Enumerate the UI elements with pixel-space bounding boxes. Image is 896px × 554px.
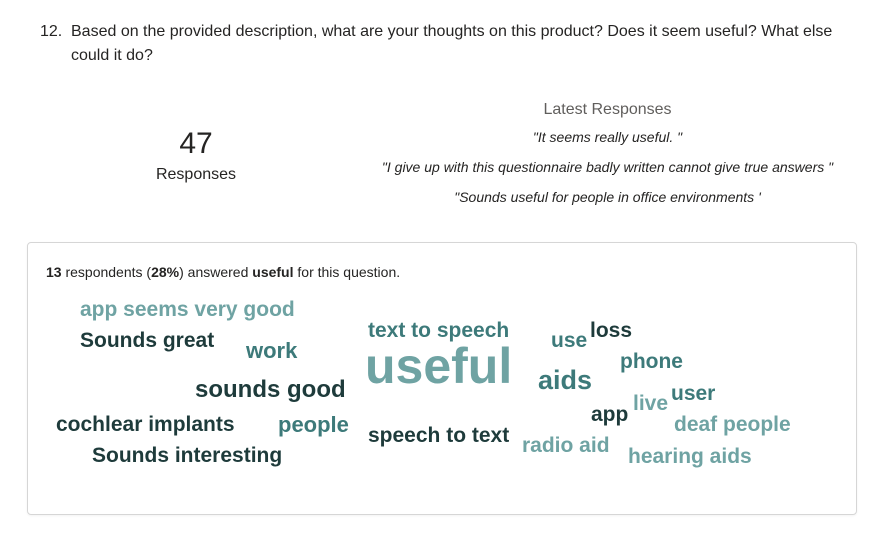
summary-keyword: useful [252, 264, 294, 280]
word-cloud-term[interactable]: speech to text [368, 424, 510, 447]
word-cloud-panel: 13 respondents (28%) answered useful for… [27, 242, 857, 515]
word-cloud-term[interactable]: useful [365, 338, 513, 394]
word-cloud-term[interactable]: use [551, 329, 588, 352]
summary-text-part: for this question. [293, 264, 401, 280]
word-cloud-term[interactable]: aids [538, 365, 593, 395]
word-cloud-term[interactable]: Sounds interesting [92, 444, 283, 467]
word-cloud-term[interactable]: app seems very good [80, 298, 295, 321]
word-cloud-term[interactable]: radio aid [522, 434, 610, 457]
latest-responses: Latest Responses "It seems really useful… [355, 98, 860, 212]
word-cloud-term[interactable]: text to speech [368, 319, 510, 342]
latest-responses-title[interactable]: Latest Responses [543, 101, 672, 118]
word-cloud-term[interactable]: live [633, 392, 669, 415]
word-cloud-term[interactable]: loss [590, 319, 633, 342]
latest-responses-list: "It seems really useful. " "I give up wi… [355, 122, 860, 212]
latest-response-item: "Sounds useful for people in office envi… [454, 189, 761, 205]
response-count-label: Responses [155, 166, 237, 183]
summary-text-part: ) answered [179, 264, 253, 280]
response-count: 47 Responses [140, 124, 252, 186]
latest-response-item: "It seems really useful. " [532, 129, 683, 145]
summary-percent: 28% [151, 264, 180, 280]
response-count-value: 47 [179, 127, 213, 160]
word-cloud-term[interactable]: user [671, 382, 716, 405]
word-cloud-term[interactable]: work [246, 338, 298, 363]
word-cloud-term[interactable]: phone [620, 350, 683, 373]
question-text: Based on the provided description, what … [71, 23, 833, 64]
summary-text: 13 respondents (28%) answered useful for… [46, 262, 400, 282]
word-cloud-term[interactable]: app [591, 403, 629, 426]
latest-response-item: "I give up with this questionnaire badly… [381, 159, 834, 175]
word-cloud-term[interactable]: cochlear implants [56, 413, 235, 436]
summary-count: 13 [46, 264, 62, 280]
word-cloud-term[interactable]: Sounds great [80, 329, 215, 352]
word-cloud-term[interactable]: sounds good [195, 376, 346, 403]
question: 12. Based on the provided description, w… [40, 20, 840, 68]
word-cloud: app seems very good Sounds great work te… [28, 243, 858, 516]
word-cloud-term[interactable]: people [278, 412, 349, 437]
word-cloud-term[interactable]: deaf people [674, 413, 791, 436]
summary-text-part: respondents ( [61, 264, 152, 280]
question-number: 12. [40, 23, 63, 40]
word-cloud-term[interactable]: hearing aids [628, 445, 752, 468]
